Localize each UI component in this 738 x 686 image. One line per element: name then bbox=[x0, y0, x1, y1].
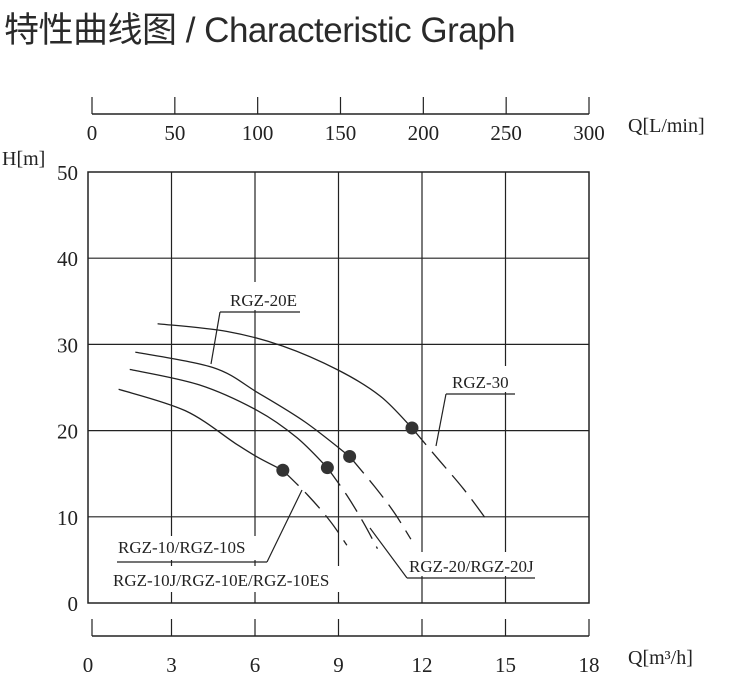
point-rgz-20-rgz-20j bbox=[320, 461, 334, 475]
x2-tick-label: 250 bbox=[490, 121, 522, 145]
y-tick-label: 30 bbox=[57, 333, 78, 357]
point-rgz-20e bbox=[343, 449, 357, 463]
x-tick-label: 15 bbox=[495, 653, 516, 677]
x-tick-label: 12 bbox=[412, 653, 433, 677]
label-bg bbox=[448, 366, 518, 392]
x2-tick-label: 300 bbox=[573, 121, 605, 145]
label-bg bbox=[108, 566, 370, 592]
label-rgz-20e: RGZ-20E bbox=[230, 291, 297, 310]
point-rgz-30 bbox=[405, 421, 419, 435]
leader-line bbox=[435, 393, 447, 447]
curve-rgz-20e bbox=[135, 351, 351, 457]
chart-title: 特性曲线图 / Characteristic Graph bbox=[4, 11, 516, 50]
leader-line bbox=[369, 527, 408, 579]
curve-dashed-rgz-10-rgz-10s bbox=[282, 469, 348, 546]
x2-tick-label: 0 bbox=[87, 121, 98, 145]
leader-line bbox=[210, 311, 221, 365]
label-bg bbox=[112, 536, 272, 560]
x2-tick-label: 100 bbox=[242, 121, 274, 145]
x2-tick-label: 50 bbox=[164, 121, 185, 145]
point-rgz-10-rgz-10s bbox=[276, 463, 290, 477]
label-rgz-20: RGZ-20/RGZ-20J bbox=[409, 557, 534, 576]
y-tick-label: 10 bbox=[57, 506, 78, 530]
curve-dashed-rgz-20e bbox=[349, 456, 412, 540]
x-tick-label: 6 bbox=[250, 653, 261, 677]
label-rgz-10: RGZ-10/RGZ-10S bbox=[118, 538, 246, 557]
curve-rgz-20-rgz-20j bbox=[129, 368, 328, 469]
y-tick-label: 0 bbox=[68, 592, 79, 616]
x-tick-label: 0 bbox=[83, 653, 94, 677]
label-bg bbox=[222, 282, 308, 310]
y-tick-label: 20 bbox=[57, 420, 78, 444]
x-axis-label: Q[m³/h] bbox=[628, 647, 693, 669]
axes: 0 3 6 9 12 15 18 0 50 100 150 200 250 300 0 10 20 30 40 50 bbox=[57, 97, 605, 677]
curve-dashed-rgz-20-rgz-20j bbox=[326, 467, 379, 550]
curve-rgz-10-rgz-10s bbox=[118, 388, 284, 471]
annotations: RGZ-20E RGZ-30 RGZ-10/RGZ-10S RGZ-10J/RG… bbox=[108, 282, 558, 592]
curve-dashed-rgz-30 bbox=[411, 427, 490, 524]
x-tick-label: 9 bbox=[333, 653, 344, 677]
x-tick-label: 18 bbox=[579, 653, 600, 677]
x-tick-label: 3 bbox=[166, 653, 177, 677]
x2-tick-label: 150 bbox=[325, 121, 357, 145]
grid bbox=[87, 171, 590, 604]
x2-tick-label: 200 bbox=[408, 121, 440, 145]
curves bbox=[118, 323, 490, 550]
label-rgz-10j: RGZ-10J/RGZ-10E/RGZ-10ES bbox=[113, 571, 329, 590]
curve-rgz-30 bbox=[157, 323, 413, 429]
leader-line bbox=[266, 489, 303, 563]
label-rgz-30: RGZ-30 bbox=[452, 373, 509, 392]
y-axis-label: H[m] bbox=[2, 148, 45, 170]
top-x-axis-label: Q[L/min] bbox=[628, 115, 705, 137]
y-tick-label: 40 bbox=[57, 247, 78, 271]
label-bg bbox=[404, 552, 558, 576]
y-tick-label: 50 bbox=[57, 161, 78, 185]
